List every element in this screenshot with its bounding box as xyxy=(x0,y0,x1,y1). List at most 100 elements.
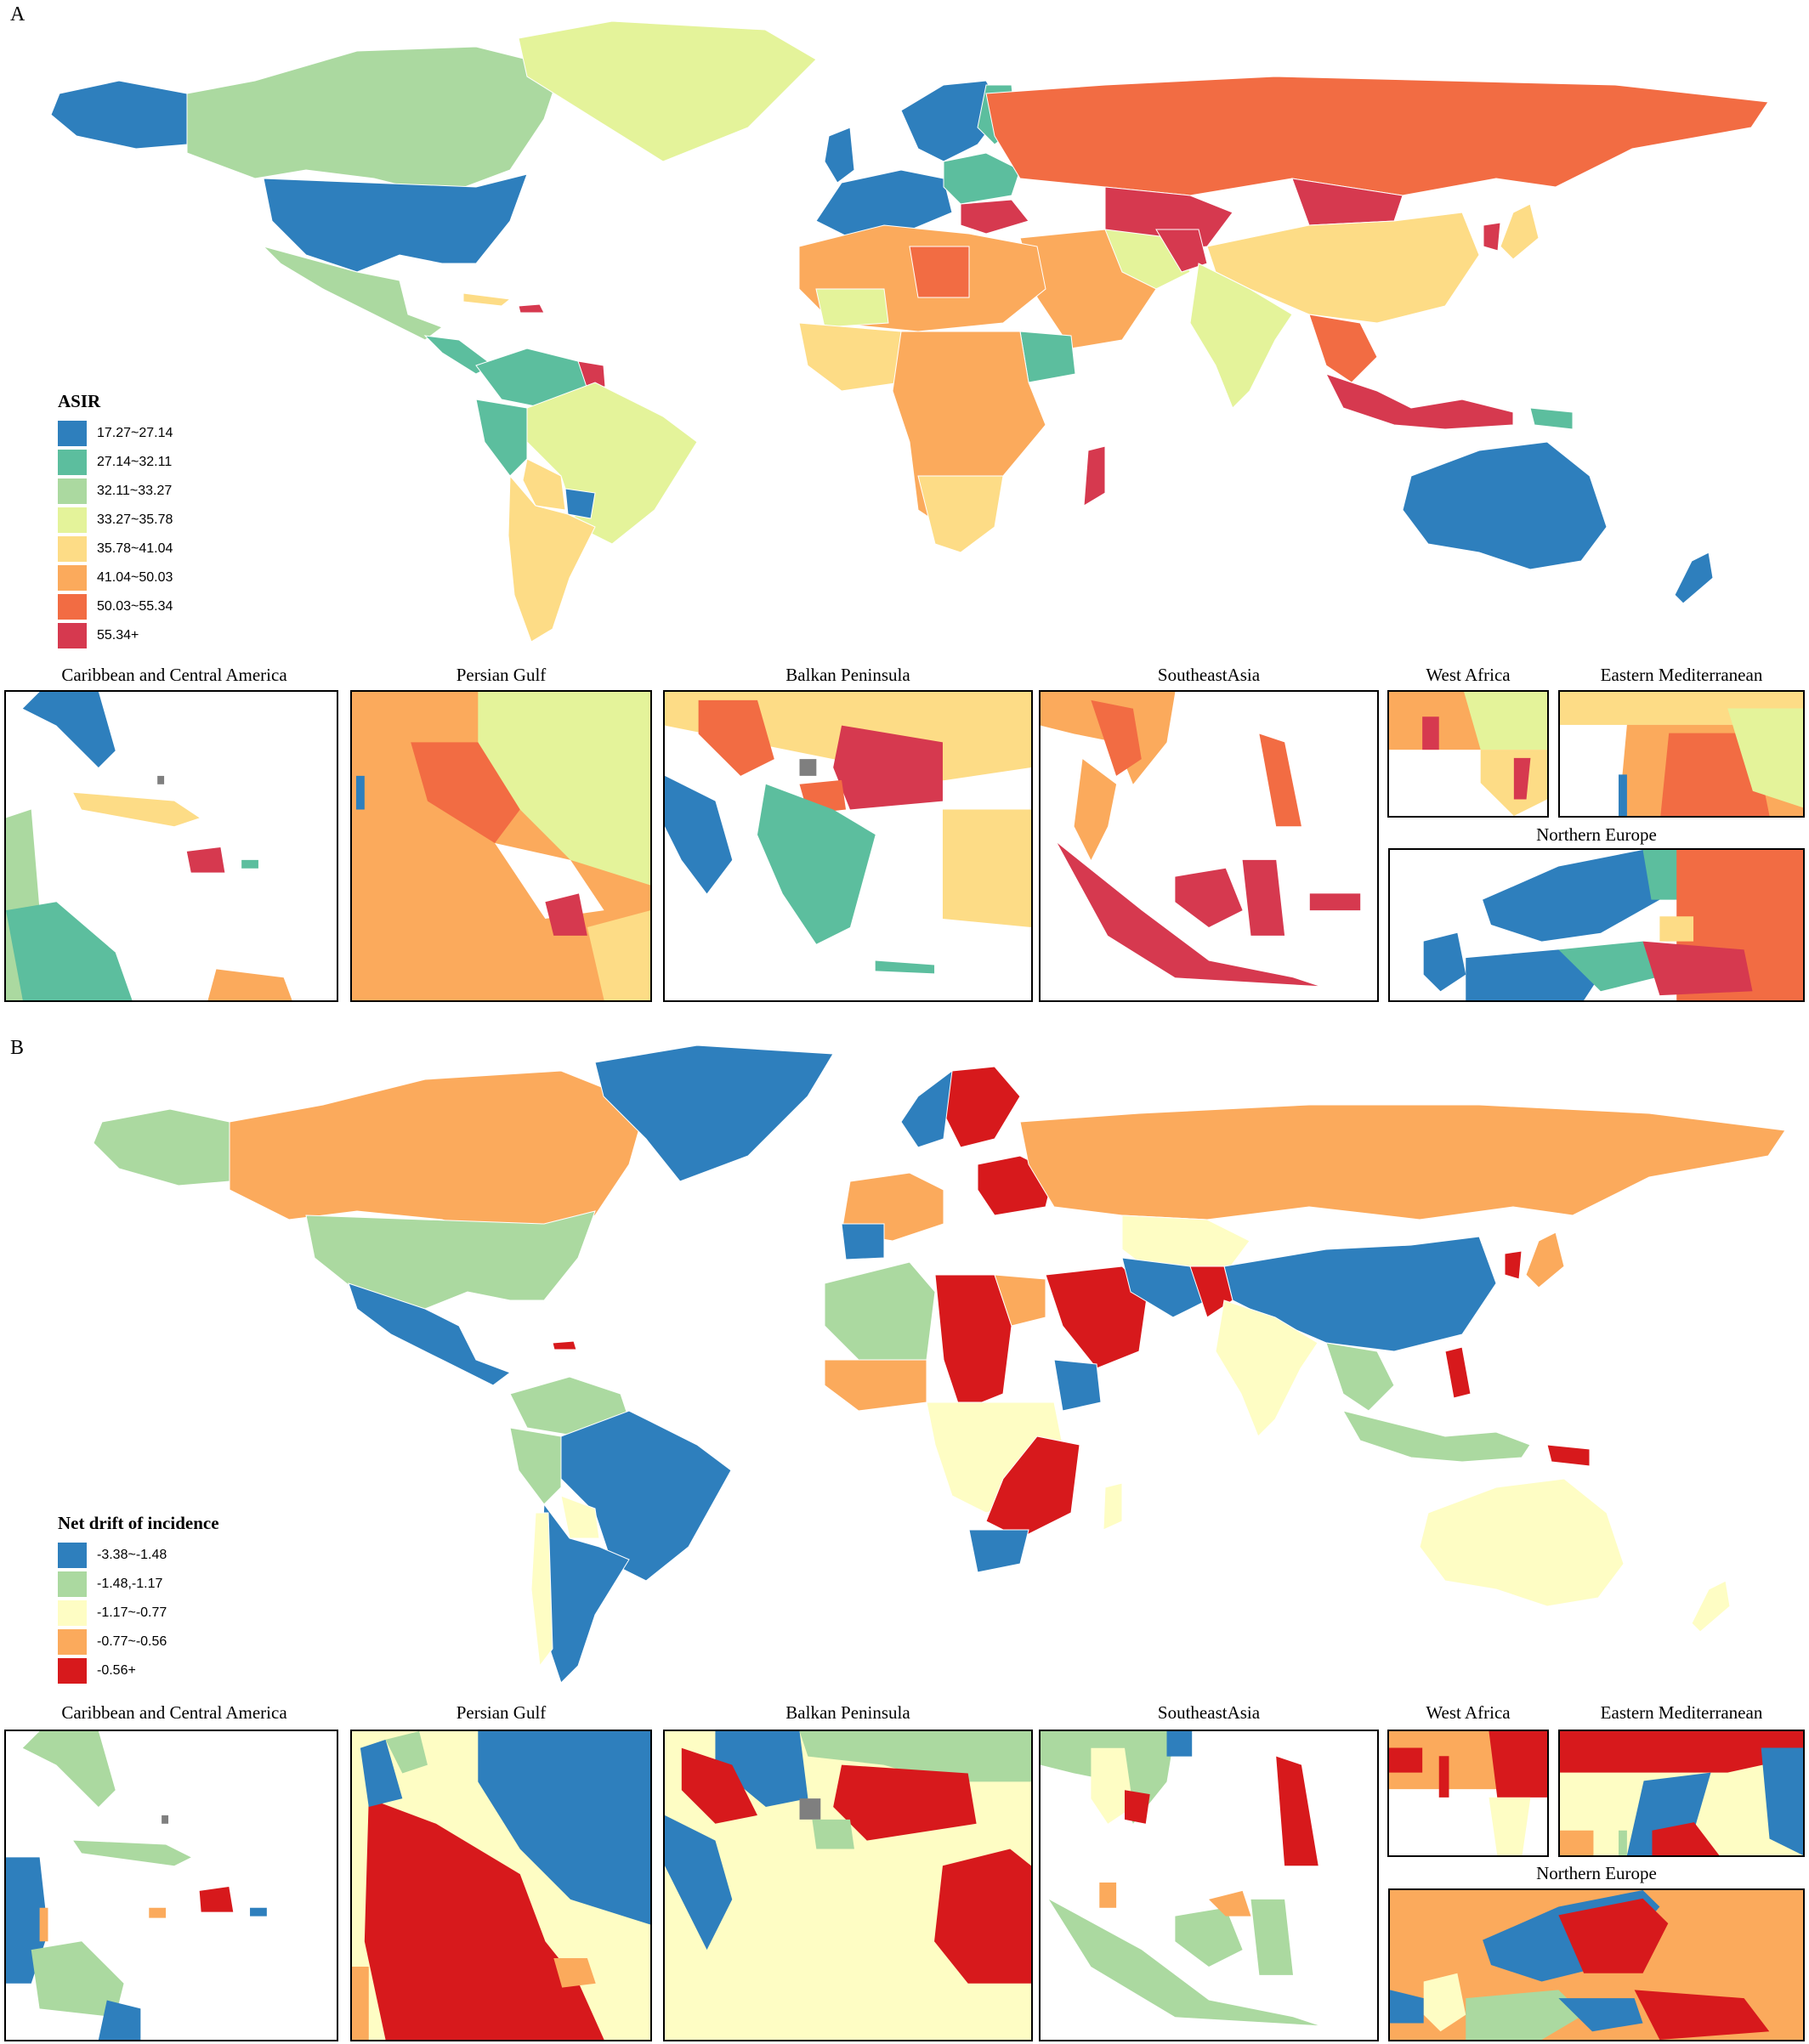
map-ethiopia xyxy=(1019,331,1076,383)
legend-item: -0.77~-0.56 xyxy=(58,1628,219,1656)
inset-title-eastern-mediterranean: Eastern Mediterranean xyxy=(1600,1702,1763,1723)
map-japan xyxy=(1500,203,1540,260)
inset-map-balkan xyxy=(663,690,1033,1002)
map-brazil xyxy=(526,382,698,545)
map-argentina-chile xyxy=(508,474,596,643)
inset-title-caribbean: Caribbean and Central America xyxy=(61,1702,287,1723)
inset-title-balkan: Balkan Peninsula xyxy=(785,1702,910,1723)
inset-map-southeast-asia xyxy=(1039,690,1379,1002)
map-iran xyxy=(1121,1257,1208,1318)
map-scandinavia xyxy=(943,1066,1021,1148)
map-libya xyxy=(909,246,970,298)
inset-map-caribbean xyxy=(4,1730,338,2041)
legend-label: 55.34+ xyxy=(97,628,139,643)
map-greenland xyxy=(518,20,817,162)
inset-map-eastern-mediterranean xyxy=(1558,690,1805,818)
inset-map-balkan xyxy=(663,1730,1033,2041)
inset-map-west-africa xyxy=(1387,690,1549,818)
legend-swatch xyxy=(58,450,87,475)
panel-b-letter: B xyxy=(10,1037,25,1059)
map-uk xyxy=(824,127,855,184)
map-paraguay xyxy=(564,488,596,519)
inset-map-persian-gulf xyxy=(350,1730,652,2041)
map-korea xyxy=(1483,222,1501,252)
inset-map-caribbean xyxy=(4,690,338,1002)
legend-swatch xyxy=(58,1629,87,1655)
map-bolivia xyxy=(560,1495,600,1539)
world-map-net-drift xyxy=(93,1045,1786,1684)
inset-map-west-africa xyxy=(1387,1730,1549,1857)
inset-title-northern-europe: Northern Europe xyxy=(1536,1863,1657,1883)
map-madagascar xyxy=(1103,1482,1123,1531)
legend-swatch xyxy=(58,594,87,620)
legend-swatch xyxy=(58,421,87,446)
legend-item: 33.27~35.78 xyxy=(58,506,173,535)
map-alaska xyxy=(50,80,188,150)
map-brazil xyxy=(560,1410,732,1582)
map-peru xyxy=(475,399,528,477)
legend-net-drift: Net drift of incidence -3.38~-1.48 -1.48… xyxy=(58,1513,219,1685)
inset-title-persian-gulf: Persian Gulf xyxy=(456,1702,547,1723)
legend-item: -1.48,-1.17 xyxy=(58,1570,219,1599)
legend-swatch xyxy=(58,536,87,562)
map-hispaniola xyxy=(552,1340,577,1350)
legend-item: 41.04~50.03 xyxy=(58,563,173,592)
map-cuba xyxy=(462,292,512,307)
map-korea xyxy=(1504,1250,1523,1280)
legend-label: -1.17~-0.77 xyxy=(97,1605,167,1620)
legend-label: 32.11~33.27 xyxy=(97,484,173,498)
map-hispaniola xyxy=(518,303,545,314)
map-new-zealand xyxy=(1691,1580,1731,1633)
legend-swatch xyxy=(58,565,87,591)
inset-title-west-africa: West Africa xyxy=(1426,1702,1511,1723)
map-australia xyxy=(1419,1478,1625,1607)
map-philippines xyxy=(1444,1346,1472,1399)
legend-title: ASIR xyxy=(58,391,101,411)
map-middle-east xyxy=(1045,1265,1148,1369)
legend-swatch xyxy=(58,1600,87,1626)
map-madagascar xyxy=(1083,445,1106,507)
legend-swatch xyxy=(58,623,87,648)
legend-swatch xyxy=(58,1571,87,1597)
map-india xyxy=(1189,263,1293,409)
map-usa xyxy=(305,1210,596,1310)
map-indonesia xyxy=(1341,1410,1531,1463)
legend-item: 32.11~33.27 xyxy=(58,477,173,506)
map-new-zealand xyxy=(1674,552,1714,604)
map-russia xyxy=(1019,1104,1786,1220)
map-mexico xyxy=(262,246,444,341)
map-papua xyxy=(1546,1444,1591,1467)
map-norway xyxy=(900,1069,953,1148)
map-canada xyxy=(229,1070,647,1242)
map-india xyxy=(1215,1299,1318,1437)
legend-swatch xyxy=(58,1658,87,1684)
map-bolivia xyxy=(522,458,566,511)
legend-item: 17.27~27.14 xyxy=(58,419,173,448)
map-mexico xyxy=(348,1282,512,1386)
legend-item: -0.56+ xyxy=(58,1656,219,1685)
map-chile xyxy=(530,1512,553,1667)
legend-item: 27.14~32.11 xyxy=(58,448,173,477)
map-peru xyxy=(509,1427,562,1505)
legend-swatch xyxy=(58,507,87,533)
map-australia xyxy=(1402,441,1608,570)
legend-label: 17.27~27.14 xyxy=(97,426,173,440)
map-western-europe xyxy=(815,169,953,239)
legend-label: -1.48,-1.17 xyxy=(97,1577,163,1591)
world-map-asir xyxy=(50,20,1769,643)
legend-item: 55.34+ xyxy=(58,621,173,650)
map-west-africa xyxy=(798,322,902,392)
map-southern-africa xyxy=(917,475,1004,553)
legend-swatch xyxy=(58,478,87,504)
inset-title-balkan: Balkan Peninsula xyxy=(785,665,910,685)
legend-item: 50.03~55.34 xyxy=(58,592,173,621)
map-alaska xyxy=(93,1108,230,1186)
map-eastern-europe xyxy=(943,152,1021,205)
map-canada xyxy=(186,46,562,196)
legend-label: 27.14~32.11 xyxy=(97,455,173,469)
map-papua xyxy=(1529,407,1574,430)
legend-label: -0.77~-0.56 xyxy=(97,1634,167,1649)
inset-map-southeast-asia xyxy=(1039,1730,1379,2041)
map-balkans xyxy=(960,199,1029,235)
legend-title: Net drift of incidence xyxy=(58,1513,219,1533)
